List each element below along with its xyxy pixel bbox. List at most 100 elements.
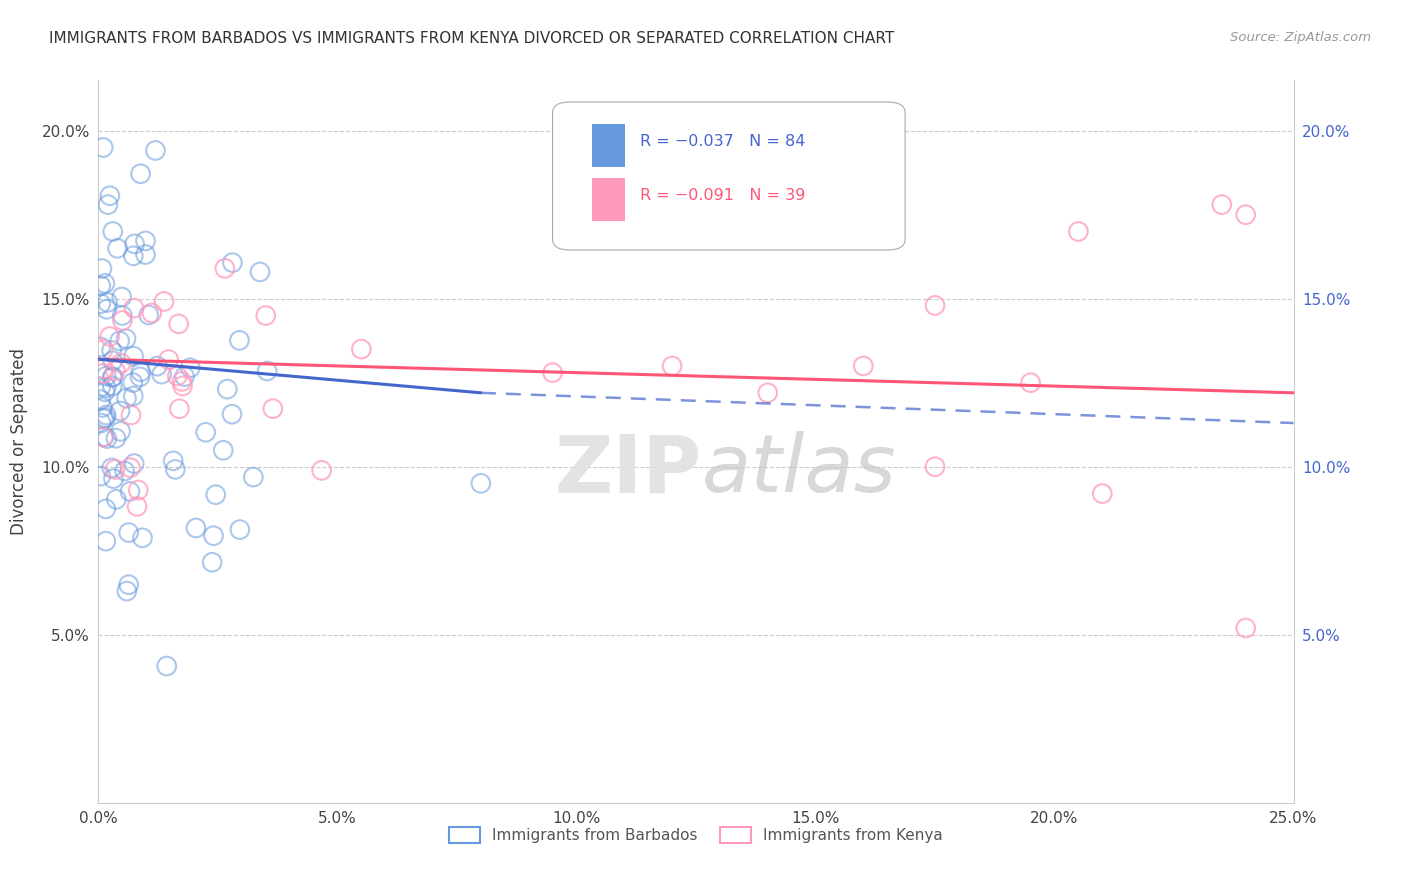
Point	[104, 431, 127, 445]
Point	[111, 290, 134, 304]
Text: ZIP: ZIP	[555, 432, 702, 509]
Point	[134, 247, 156, 261]
Point	[96, 432, 118, 446]
Point	[201, 555, 224, 569]
Point	[153, 294, 176, 309]
Point	[111, 309, 134, 323]
Point	[100, 461, 122, 475]
FancyBboxPatch shape	[592, 178, 626, 221]
Point	[90, 278, 112, 293]
Point	[249, 265, 271, 279]
Point	[202, 529, 225, 543]
Point	[104, 462, 127, 476]
Point	[121, 376, 143, 390]
Point	[924, 298, 946, 312]
Point	[1067, 225, 1090, 239]
Point	[167, 317, 190, 331]
Point	[115, 584, 138, 599]
Point	[129, 167, 152, 181]
Point	[122, 349, 145, 363]
Point	[157, 352, 180, 367]
Point	[90, 416, 112, 430]
Point	[110, 356, 132, 370]
Point	[103, 472, 125, 486]
Point	[94, 384, 117, 399]
FancyBboxPatch shape	[592, 124, 626, 167]
Point	[108, 404, 131, 418]
Point	[90, 469, 112, 483]
Point	[94, 534, 117, 549]
Point	[122, 249, 145, 263]
Point	[470, 476, 492, 491]
Point	[127, 483, 149, 497]
Point	[115, 332, 138, 346]
Point	[94, 502, 117, 516]
Point	[311, 463, 333, 477]
Point	[115, 391, 138, 405]
Y-axis label: Divorced or Separated: Divorced or Separated	[10, 348, 28, 535]
Point	[105, 492, 128, 507]
Point	[91, 401, 114, 415]
Point	[90, 296, 112, 310]
FancyBboxPatch shape	[553, 102, 905, 250]
Point	[122, 389, 145, 403]
Point	[101, 353, 124, 368]
Point	[170, 375, 193, 389]
Point	[138, 308, 160, 322]
Point	[179, 360, 201, 375]
Point	[661, 359, 683, 373]
Point	[111, 313, 134, 327]
Text: R = −0.037   N = 84: R = −0.037 N = 84	[640, 134, 806, 149]
Point	[124, 236, 146, 251]
Point	[93, 429, 115, 443]
Point	[134, 234, 156, 248]
Point	[114, 464, 136, 478]
Text: R = −0.091   N = 39: R = −0.091 N = 39	[640, 188, 806, 203]
Point	[129, 369, 152, 384]
Point	[350, 342, 373, 356]
Point	[150, 367, 173, 381]
Point	[169, 401, 191, 416]
Point	[262, 401, 284, 416]
Point	[146, 359, 169, 373]
Point	[101, 379, 124, 393]
Point	[94, 369, 117, 384]
Point	[93, 411, 115, 425]
Point	[120, 408, 142, 422]
Point	[94, 277, 117, 291]
Point	[98, 329, 121, 343]
Point	[96, 408, 118, 422]
Point	[91, 367, 114, 381]
Point	[172, 379, 194, 393]
Point	[165, 462, 187, 476]
Point	[91, 343, 114, 357]
Point	[145, 144, 167, 158]
Point	[118, 484, 141, 499]
Point	[1234, 621, 1257, 635]
Point	[184, 521, 207, 535]
Point	[120, 460, 142, 475]
Point	[254, 309, 277, 323]
Point	[1234, 208, 1257, 222]
Point	[1019, 376, 1042, 390]
Point	[91, 430, 114, 444]
Legend: Immigrants from Barbados, Immigrants from Kenya: Immigrants from Barbados, Immigrants fro…	[443, 822, 949, 849]
Point	[256, 364, 278, 378]
Point	[924, 459, 946, 474]
Point	[90, 392, 112, 407]
Point	[141, 306, 163, 320]
Point	[98, 188, 121, 202]
Point	[118, 525, 141, 540]
Point	[91, 362, 114, 376]
Point	[101, 225, 124, 239]
Point	[1211, 197, 1233, 211]
Point	[162, 454, 184, 468]
Point	[90, 340, 112, 354]
Point	[91, 140, 114, 154]
Point	[118, 577, 141, 591]
Point	[129, 365, 152, 379]
Point	[541, 366, 564, 380]
Point	[173, 369, 195, 384]
Point	[107, 241, 129, 255]
Text: IMMIGRANTS FROM BARBADOS VS IMMIGRANTS FROM KENYA DIVORCED OR SEPARATED CORRELAT: IMMIGRANTS FROM BARBADOS VS IMMIGRANTS F…	[49, 31, 894, 46]
